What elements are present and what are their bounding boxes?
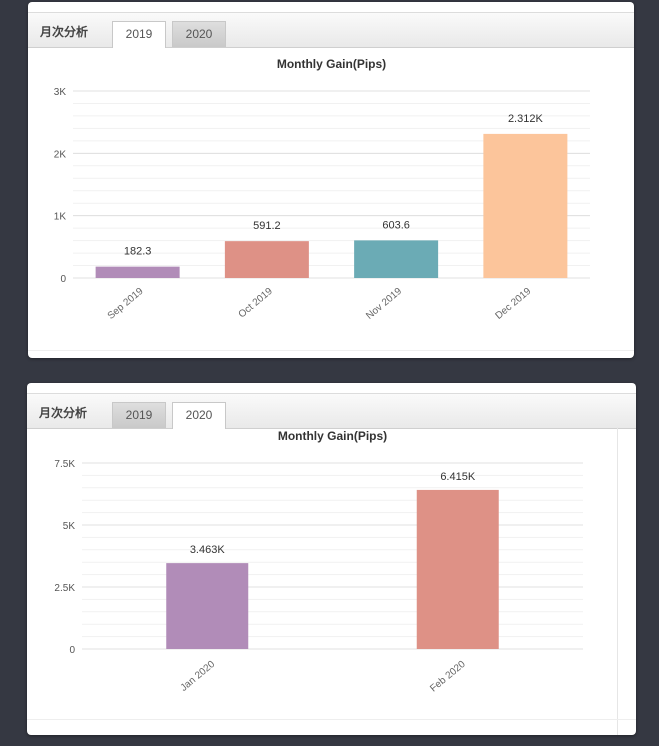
- tab-bar: 月次分析 2019 2020: [28, 12, 634, 48]
- x-tick-label: Nov 2019: [364, 286, 404, 322]
- x-tick-label: Sep 2019: [106, 286, 146, 322]
- tab-2019[interactable]: 2019: [112, 402, 166, 428]
- bar: [95, 266, 180, 278]
- monthly-gain-chart-2019: Monthly Gain(Pips) 0 1K 2K 3K 182.3 Sep 2019 59…: [54, 57, 590, 322]
- data-label: 182.3: [124, 246, 152, 258]
- tab-bar-label: 月次分析: [40, 25, 89, 39]
- y-tick-label: 2K: [54, 149, 67, 160]
- y-tick-label: 5K: [63, 521, 76, 532]
- data-label: 6.415K: [440, 471, 476, 483]
- y-tick-label: 2.5K: [54, 583, 75, 594]
- data-label: 603.6: [382, 219, 410, 231]
- data-label: 591.2: [253, 220, 281, 232]
- divider: [28, 350, 634, 351]
- x-tick-label: Oct 2019: [237, 286, 275, 321]
- x-tick-label: Jan 2020: [179, 659, 218, 694]
- tab-bar-label: 月次分析: [39, 406, 88, 420]
- bar: [166, 563, 249, 649]
- data-label: 3.463K: [190, 544, 226, 556]
- y-tick-label: 1K: [54, 212, 67, 223]
- y-tick-label: 3K: [54, 87, 67, 98]
- tab-2019[interactable]: 2019: [112, 21, 166, 48]
- chart-title: Monthly Gain(Pips): [278, 429, 387, 443]
- y-tick-label: 7.5K: [54, 459, 75, 470]
- tab-bar: 月次分析 2019 2020: [27, 393, 636, 429]
- monthly-analysis-panel-2020: 月次分析 2019 2020 Monthly Gain(Pips) 0 2.5K 5K…: [27, 383, 636, 735]
- bar: [416, 489, 499, 649]
- monthly-gain-chart-2020: Monthly Gain(Pips) 0 2.5K 5K 7.5K 3.463K Jan 2…: [54, 429, 583, 695]
- bar: [483, 133, 568, 278]
- y-tick-label: 0: [69, 645, 75, 656]
- divider: [617, 427, 618, 735]
- tab-2020[interactable]: 2020: [172, 402, 226, 429]
- x-tick-label: Feb 2020: [428, 659, 468, 695]
- chart-title: Monthly Gain(Pips): [277, 57, 386, 71]
- data-label: 2.312K: [508, 113, 544, 125]
- tab-2020[interactable]: 2020: [172, 21, 226, 47]
- divider: [27, 719, 636, 720]
- bar: [224, 241, 309, 278]
- y-tick-label: 0: [60, 274, 66, 285]
- bar: [354, 240, 439, 278]
- x-tick-label: Dec 2019: [493, 286, 533, 322]
- monthly-analysis-panel-2019: 月次分析 2019 2020 Monthly Gain(Pips) 0 1K 2K 3K…: [28, 2, 634, 358]
